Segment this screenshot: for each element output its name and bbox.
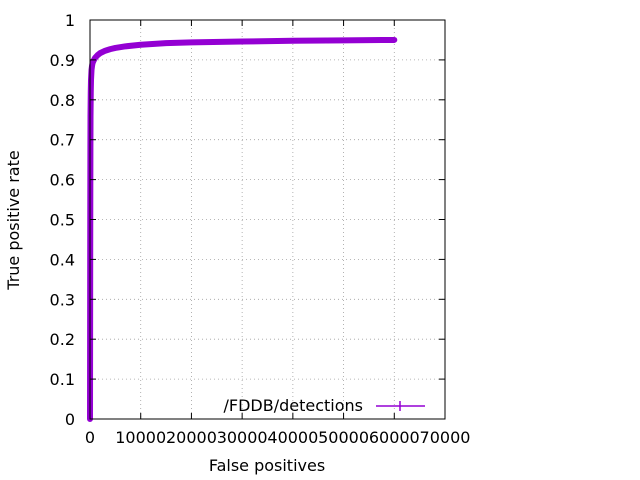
data-point xyxy=(163,40,169,46)
x-tick-label: 0 xyxy=(85,428,95,447)
data-point xyxy=(97,50,103,56)
data-point xyxy=(107,46,113,52)
legend-label: /FDDB/detections xyxy=(224,396,364,415)
y-tick-label: 0.1 xyxy=(50,370,75,389)
ticks xyxy=(89,19,446,420)
x-tick-label: 20000 xyxy=(166,428,217,447)
x-tick-label: 40000 xyxy=(267,428,318,447)
y-tick-label: 0.2 xyxy=(50,330,75,349)
x-tick-label: 70000 xyxy=(420,428,471,447)
y-tick-label: 0.9 xyxy=(50,51,75,70)
x-axis-label: False positives xyxy=(209,456,325,475)
x-tick-label: 60000 xyxy=(369,428,420,447)
data-point xyxy=(112,45,118,51)
x-tick-label: 30000 xyxy=(217,428,268,447)
y-tick-label: 1 xyxy=(65,11,75,30)
legend: /FDDB/detections xyxy=(224,396,425,415)
y-axis-label: True positive rate xyxy=(4,150,23,290)
x-tick-label: 50000 xyxy=(318,428,369,447)
y-tick-label: 0.4 xyxy=(50,250,75,269)
data-point xyxy=(391,37,397,43)
y-tick-label: 0.3 xyxy=(50,290,75,309)
y-tick-label: 0.5 xyxy=(50,211,75,230)
data-point xyxy=(88,77,94,83)
data-point xyxy=(88,113,94,119)
data-point xyxy=(290,38,296,44)
y-tick-label: 0.6 xyxy=(50,171,75,190)
y-tick-label: 0.8 xyxy=(50,91,75,110)
data-point xyxy=(341,37,347,43)
data-point xyxy=(102,48,108,54)
data-point xyxy=(188,39,194,45)
data-point xyxy=(239,39,245,45)
x-tick-label: 10000 xyxy=(115,428,166,447)
y-tick-label: 0 xyxy=(65,410,75,429)
plot-frame xyxy=(89,19,446,420)
data-point xyxy=(123,43,128,49)
y-tick-label: 0.7 xyxy=(50,131,75,150)
grid xyxy=(90,20,445,419)
data-point xyxy=(88,89,94,95)
x-tick-labels: 0 10000 20000 30000 40000 50000 60000 70000 xyxy=(85,428,471,447)
series-layer xyxy=(87,36,398,422)
data-point xyxy=(138,42,144,48)
y-tick-labels: 0 0.1 0.2 0.3 0.4 0.5 0.6 0.7 0.8 0.9 1 xyxy=(50,11,75,429)
